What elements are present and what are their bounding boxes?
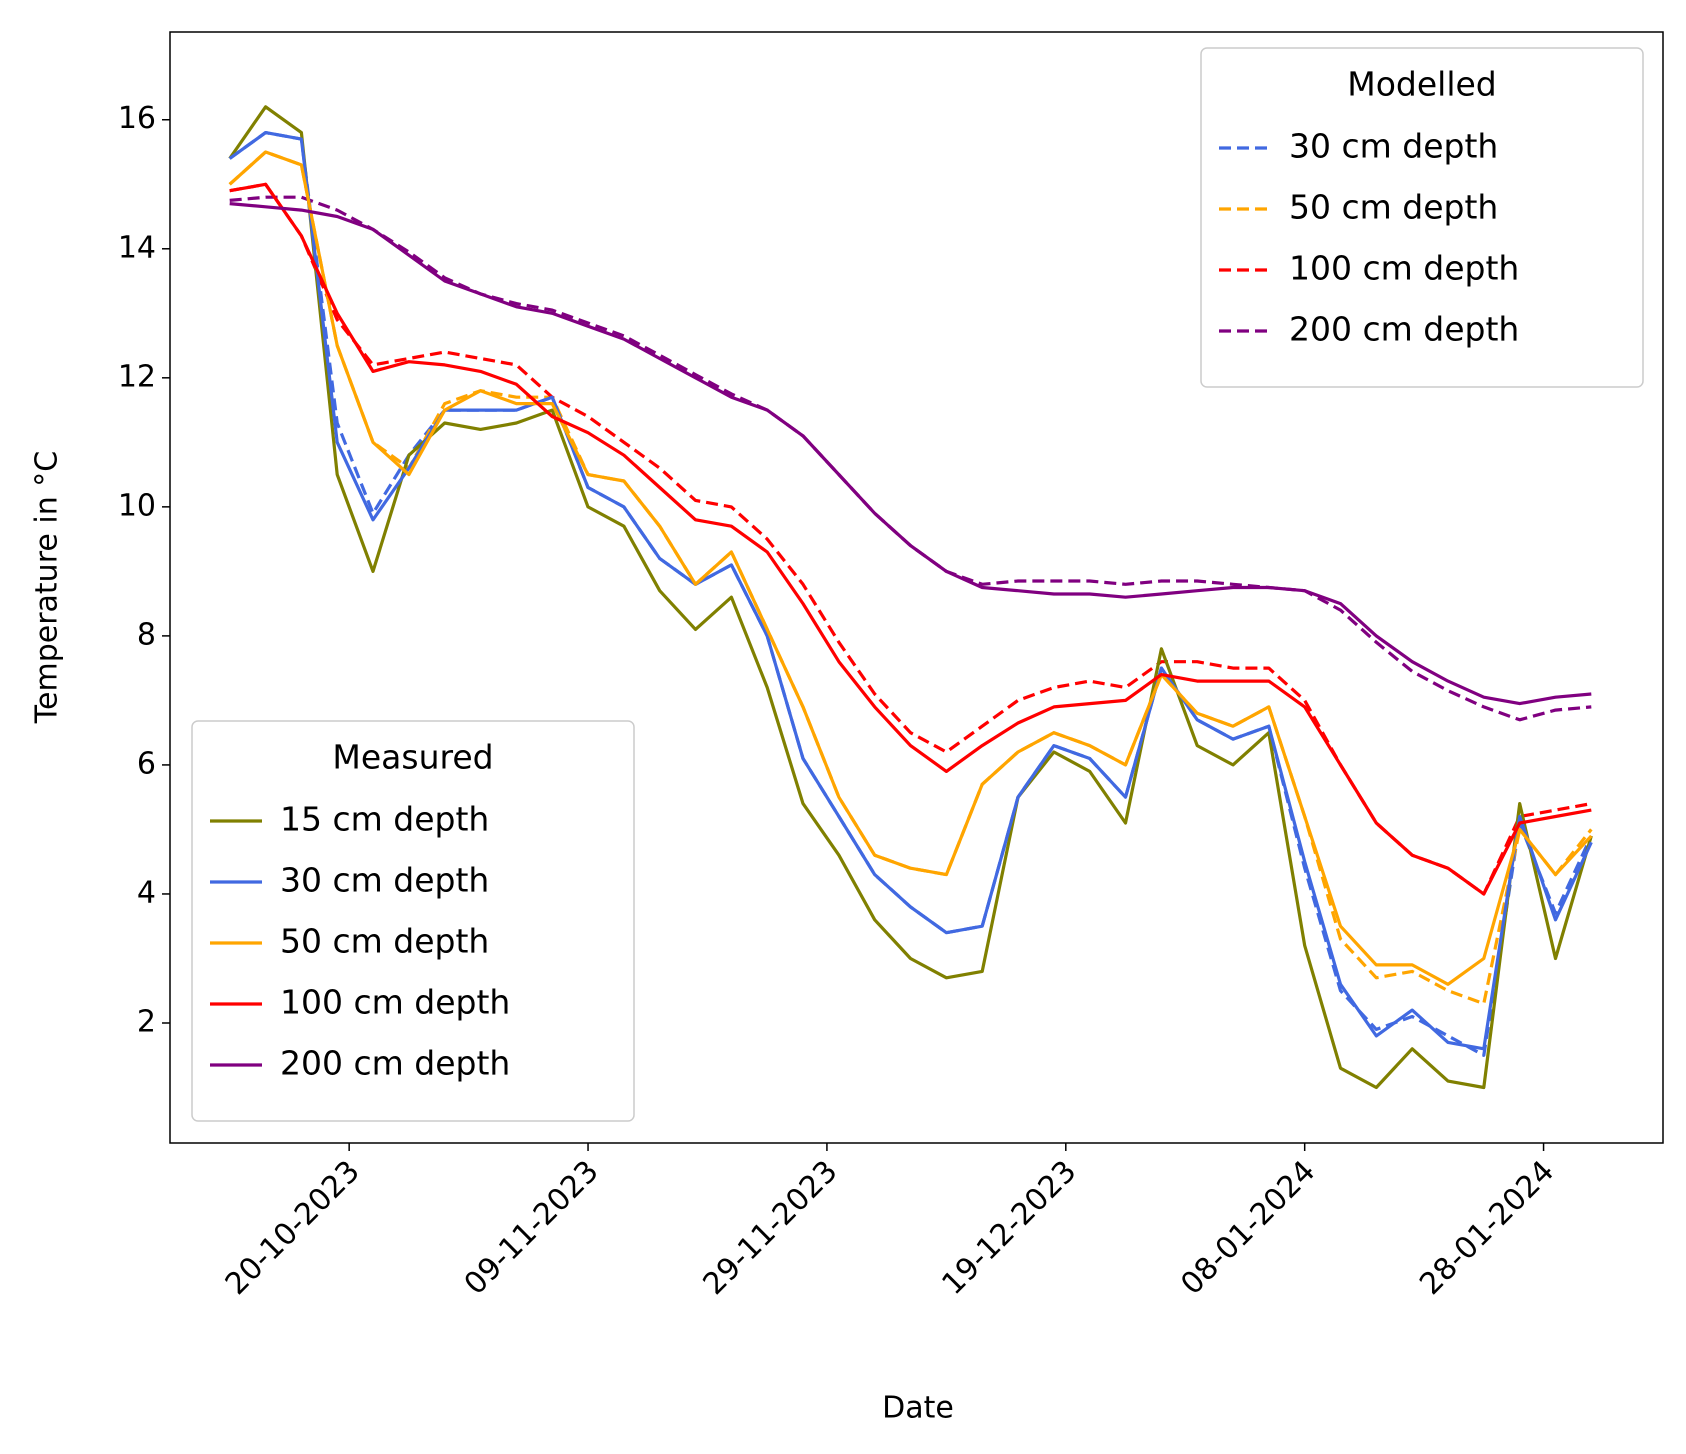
series-line [229,202,1592,706]
plot-frame [169,31,1664,1144]
x-tick-label: 08-01-2024 [1174,1154,1322,1302]
legend: Measured 15 cm depth 30 cm depth 50 cm dept… [191,720,635,1122]
legend-box [191,720,635,1122]
legend-label: 100 cm depth [280,983,510,1022]
x-tick-label: 28-01-2024 [1413,1154,1561,1302]
y-tick-label: 6 [137,746,156,781]
y-tick-label: 8 [137,617,156,652]
series-line [228,131,1593,1051]
y-tick-label: 2 [137,1004,156,1039]
legend-label: 200 cm depth [280,1044,510,1083]
legend-title: Measured [332,738,493,777]
y-tick-label: 16 [118,101,156,136]
x-tick-label: 29-11-2023 [697,1154,845,1302]
y-tick-label: 14 [118,230,156,265]
x-tick-label: 20-10-2023 [219,1154,367,1302]
legend-label: 100 cm depth [1289,249,1519,288]
legend-label: 15 cm depth [280,800,489,839]
legend-label: 30 cm depth [280,861,489,900]
x-tick-label: 09-11-2023 [458,1154,606,1302]
legend-label: 200 cm depth [1289,310,1519,349]
legend-box [1200,47,1644,388]
series-line [228,105,1593,1090]
legend: Modelled 30 cm depth 50 cm depth 100 cm dep… [1200,47,1644,388]
x-tick-label: 19-12-2023 [935,1154,1083,1302]
legend-label: 30 cm depth [1289,127,1498,166]
legend-label: 50 cm depth [1289,188,1498,227]
y-axis-label: Temperature in °C [30,451,65,724]
legend-label: 50 cm depth [280,922,489,961]
y-tick-label: 10 [118,488,156,523]
y-tick-label: 4 [137,875,156,910]
x-axis-label: Date [882,1391,954,1426]
legend-title: Modelled [1347,65,1497,104]
y-tick-label: 12 [118,359,156,394]
series-line [228,150,1593,986]
series-line [229,182,1592,896]
